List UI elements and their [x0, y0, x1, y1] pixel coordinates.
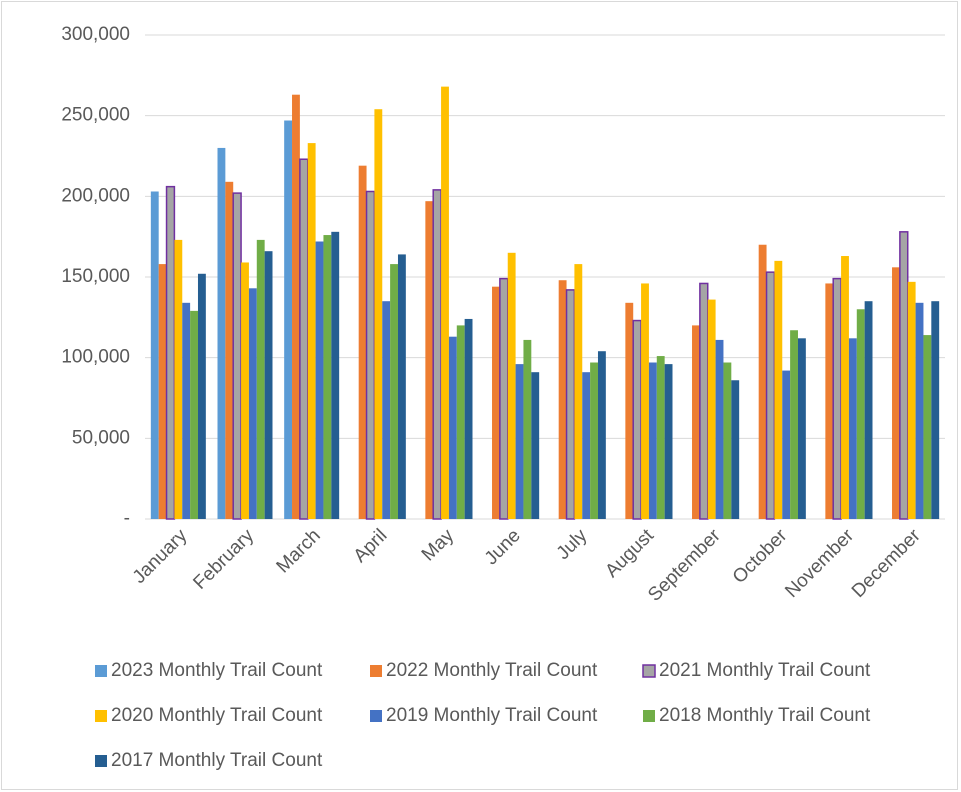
bar — [648, 362, 657, 519]
bar — [731, 380, 740, 519]
bar — [292, 94, 300, 520]
bar — [797, 338, 806, 519]
legend-label: 2020 Monthly Trail Count — [111, 705, 323, 726]
y-tick-label: 200,000 — [61, 185, 130, 206]
bar — [641, 283, 649, 519]
bar — [264, 251, 273, 520]
bar — [931, 301, 940, 519]
bar — [907, 281, 916, 519]
bar — [390, 264, 398, 519]
bar — [707, 299, 716, 519]
bar — [217, 147, 226, 519]
bar — [664, 364, 673, 519]
bar — [464, 318, 473, 519]
legend-swatch — [95, 755, 107, 767]
y-tick-label: - — [124, 508, 130, 529]
bar — [899, 231, 909, 520]
bar — [507, 252, 516, 520]
bar — [856, 309, 865, 519]
bar — [284, 120, 293, 520]
bar — [531, 372, 540, 519]
bar — [182, 302, 191, 519]
bar — [758, 244, 767, 519]
y-tick-label: 250,000 — [61, 105, 130, 126]
legend-label: 2022 Monthly Trail Count — [386, 660, 598, 681]
legend-label: 2018 Monthly Trail Count — [659, 705, 871, 726]
bar — [692, 325, 700, 519]
bar — [448, 336, 457, 519]
bar — [358, 165, 367, 519]
legend-label: 2019 Monthly Trail Count — [386, 705, 598, 726]
bar — [832, 277, 842, 520]
legend-swatch — [95, 665, 107, 677]
bar — [456, 325, 465, 519]
bar — [315, 241, 324, 520]
bar — [374, 109, 383, 520]
bar — [397, 254, 406, 519]
bar — [241, 262, 249, 519]
bar — [365, 190, 376, 520]
bar — [256, 239, 265, 520]
bar — [165, 185, 176, 520]
bar — [782, 370, 791, 519]
legend-swatch — [643, 710, 655, 722]
y-tick-label: 300,000 — [61, 24, 130, 45]
bar — [574, 264, 583, 519]
bar — [225, 181, 234, 519]
y-tick-label: 100,000 — [61, 347, 130, 368]
bar — [441, 86, 449, 520]
bar — [499, 277, 509, 520]
legend-swatch — [370, 710, 382, 722]
bar — [774, 260, 783, 519]
legend-label: 2021 Monthly Trail Count — [659, 660, 871, 681]
bar — [923, 335, 932, 519]
bar — [841, 256, 849, 519]
bar — [158, 264, 167, 519]
legend-label: 2017 Monthly Trail Count — [111, 750, 323, 771]
bar — [299, 158, 309, 520]
legend-swatch — [370, 665, 382, 677]
y-tick-label: 150,000 — [61, 266, 130, 287]
bar — [825, 283, 834, 519]
legend-label: 2023 Monthly Trail Count — [111, 660, 323, 681]
legend-swatch — [95, 710, 107, 722]
bar — [425, 201, 434, 519]
bar — [197, 273, 206, 519]
bar — [848, 338, 857, 519]
bar — [790, 330, 798, 519]
bar — [625, 302, 634, 519]
bar — [892, 267, 900, 519]
bar — [590, 362, 598, 519]
bar — [432, 189, 442, 520]
bar — [632, 319, 642, 520]
bar — [715, 339, 724, 519]
bar — [492, 286, 500, 519]
bar — [382, 301, 391, 519]
bar — [307, 143, 316, 520]
bar — [150, 191, 159, 519]
bar — [723, 362, 732, 519]
bar — [232, 192, 242, 520]
bar — [582, 372, 591, 519]
bar — [248, 288, 257, 519]
bar — [864, 301, 873, 519]
bar — [597, 351, 606, 519]
bar — [915, 302, 924, 519]
legend-swatch — [642, 664, 656, 678]
bar — [174, 239, 183, 520]
bar — [765, 271, 776, 520]
bar — [699, 282, 709, 520]
bar — [515, 364, 524, 519]
bar — [323, 235, 332, 519]
bar — [523, 339, 532, 519]
y-tick-label: 50,000 — [72, 427, 130, 448]
bar — [331, 231, 340, 519]
bar — [656, 356, 665, 519]
bar — [565, 289, 576, 520]
bar — [190, 310, 198, 519]
bar — [558, 280, 567, 519]
